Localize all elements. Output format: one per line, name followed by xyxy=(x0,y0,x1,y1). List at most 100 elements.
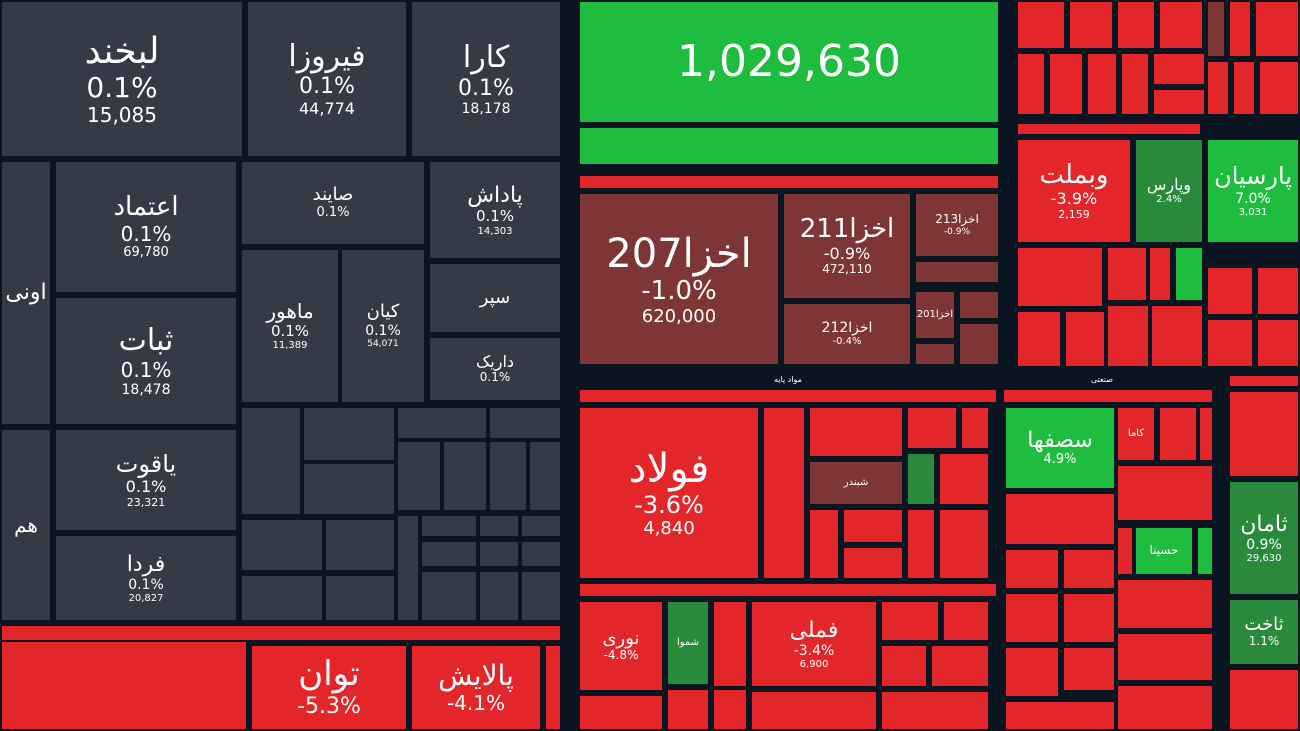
treemap-tile[interactable]: هم xyxy=(0,428,52,622)
treemap-cell[interactable] xyxy=(1106,246,1148,302)
treemap-cell[interactable] xyxy=(1016,0,1066,50)
treemap-tile[interactable]: اخزا211 -0.9% 472,110 xyxy=(782,192,912,300)
treemap-cell[interactable] xyxy=(302,462,396,516)
treemap-cell[interactable] xyxy=(324,574,396,622)
treemap-cell[interactable] xyxy=(808,406,904,458)
treemap-tile[interactable]: اخزا212 -0.4% xyxy=(782,302,912,366)
treemap-tile[interactable]: اخزا213 -0.9% xyxy=(914,192,1000,258)
treemap-tile[interactable]: شموا xyxy=(666,600,710,686)
treemap-cell[interactable] xyxy=(1062,548,1116,590)
treemap-cell[interactable] xyxy=(420,570,478,622)
treemap-cell[interactable] xyxy=(0,630,248,731)
treemap-cell[interactable] xyxy=(1106,304,1150,368)
treemap-cell[interactable] xyxy=(520,514,562,538)
treemap-tile[interactable]: سپر xyxy=(428,262,562,334)
treemap-tile[interactable]: اونی xyxy=(0,160,52,426)
treemap-tile[interactable]: فولاد -3.6% 4,840 xyxy=(578,406,760,580)
treemap-cell[interactable] xyxy=(1004,700,1116,731)
treemap-cell[interactable] xyxy=(1206,0,1226,58)
treemap-cell[interactable] xyxy=(1004,492,1116,546)
treemap-cell[interactable] xyxy=(442,440,488,512)
treemap-tile[interactable]: اخزا201 xyxy=(914,290,956,340)
treemap-cell[interactable] xyxy=(240,518,324,572)
treemap-tile[interactable]: پارسیان 7.0% 3,031 xyxy=(1206,138,1300,244)
treemap-cell[interactable] xyxy=(938,452,990,506)
treemap-cell[interactable] xyxy=(1048,52,1084,116)
treemap-cell[interactable] xyxy=(324,518,396,572)
treemap-cell[interactable] xyxy=(420,540,478,568)
treemap-cell[interactable] xyxy=(1116,0,1156,50)
treemap-cell[interactable] xyxy=(1116,578,1214,630)
treemap-cell[interactable] xyxy=(1254,0,1300,58)
treemap-cell[interactable] xyxy=(842,546,904,580)
treemap-cell[interactable] xyxy=(488,440,528,512)
treemap-cell[interactable] xyxy=(520,540,562,568)
treemap-tile[interactable]: فیروزا 0.1% 44,774 xyxy=(246,0,408,158)
treemap-cell[interactable] xyxy=(712,600,748,688)
treemap-tile[interactable]: حسینا xyxy=(1134,526,1194,576)
treemap-cell[interactable] xyxy=(914,342,956,366)
treemap-cell[interactable] xyxy=(396,406,488,440)
treemap-tile[interactable]: نوری -4.8% xyxy=(578,600,664,692)
treemap-tile[interactable]: کاما xyxy=(1116,406,1156,462)
treemap-cell[interactable] xyxy=(1016,310,1062,368)
treemap-cell[interactable] xyxy=(1068,0,1114,50)
treemap-cell[interactable] xyxy=(880,600,940,642)
treemap-tile[interactable]: 1,029,630 xyxy=(578,0,1000,124)
treemap-cell[interactable] xyxy=(938,508,990,580)
treemap-tile[interactable]: شبندر xyxy=(808,460,904,506)
treemap-tile[interactable]: اخزا207 -1.0% 620,000 xyxy=(578,192,780,366)
treemap-tile[interactable]: داریک 0.1% xyxy=(428,336,562,402)
treemap-cell[interactable] xyxy=(958,290,1000,320)
treemap-cell[interactable] xyxy=(1256,318,1300,368)
treemap-cell[interactable] xyxy=(578,126,1000,166)
treemap-cell[interactable] xyxy=(1228,668,1300,731)
treemap-cell[interactable] xyxy=(478,540,520,568)
treemap-cell[interactable] xyxy=(302,406,396,462)
treemap-tile[interactable]: یاقوت 0.1% 23,321 xyxy=(54,428,238,532)
treemap-cell[interactable] xyxy=(1062,646,1116,692)
treemap-cell[interactable] xyxy=(1062,592,1116,644)
treemap-cell[interactable] xyxy=(1152,88,1206,116)
treemap-tile[interactable]: ثاخت 1.1% xyxy=(1228,598,1300,666)
treemap-cell[interactable] xyxy=(240,406,302,516)
treemap-cell[interactable] xyxy=(762,406,806,580)
treemap-cell[interactable] xyxy=(914,260,1000,284)
treemap-cell[interactable] xyxy=(488,406,562,440)
treemap-cell[interactable] xyxy=(906,452,936,506)
treemap-cell[interactable] xyxy=(1120,52,1150,116)
treemap-cell[interactable] xyxy=(942,600,990,642)
treemap-cell[interactable] xyxy=(1004,646,1060,698)
treemap-tile[interactable]: لبخند 0.1% 15,085 xyxy=(0,0,244,158)
treemap-cell[interactable] xyxy=(906,406,958,450)
treemap-cell[interactable] xyxy=(396,440,442,512)
treemap-cell[interactable] xyxy=(1016,246,1104,308)
treemap-cell[interactable] xyxy=(528,440,562,512)
treemap-cell[interactable] xyxy=(1116,632,1214,682)
treemap-cell[interactable] xyxy=(712,688,748,731)
treemap-tile[interactable]: صایند 0.1% xyxy=(240,160,426,246)
treemap-tile[interactable]: توان -5.3% xyxy=(250,644,408,731)
treemap-tile[interactable]: کارا 0.1% 18,178 xyxy=(410,0,562,158)
treemap-cell[interactable] xyxy=(1148,246,1172,302)
treemap-cell[interactable] xyxy=(958,322,1000,366)
treemap-cell[interactable] xyxy=(420,514,478,538)
treemap-cell[interactable] xyxy=(1206,60,1230,116)
treemap-cell[interactable] xyxy=(1206,266,1254,316)
treemap-tile[interactable]: اعتماد 0.1% 69,780 xyxy=(54,160,238,294)
treemap-cell[interactable] xyxy=(1196,526,1214,576)
treemap-cell[interactable] xyxy=(1258,60,1300,116)
treemap-cell[interactable] xyxy=(1158,406,1198,462)
treemap-cell[interactable] xyxy=(520,570,562,622)
treemap-cell[interactable] xyxy=(1152,52,1206,86)
treemap-cell[interactable] xyxy=(1116,684,1214,731)
treemap-cell[interactable] xyxy=(880,644,928,688)
treemap-tile[interactable]: فملی -3.4% 6,900 xyxy=(750,600,878,688)
treemap-cell[interactable] xyxy=(1232,60,1256,116)
treemap-cell[interactable] xyxy=(960,406,990,450)
treemap-cell[interactable] xyxy=(1150,304,1204,368)
treemap-tile[interactable]: وبملت -3.9% 2,159 xyxy=(1016,138,1132,244)
treemap-cell[interactable] xyxy=(1064,310,1106,368)
treemap-tile[interactable]: سصفها 4.9% xyxy=(1004,406,1116,490)
treemap-cell[interactable] xyxy=(1174,246,1204,302)
